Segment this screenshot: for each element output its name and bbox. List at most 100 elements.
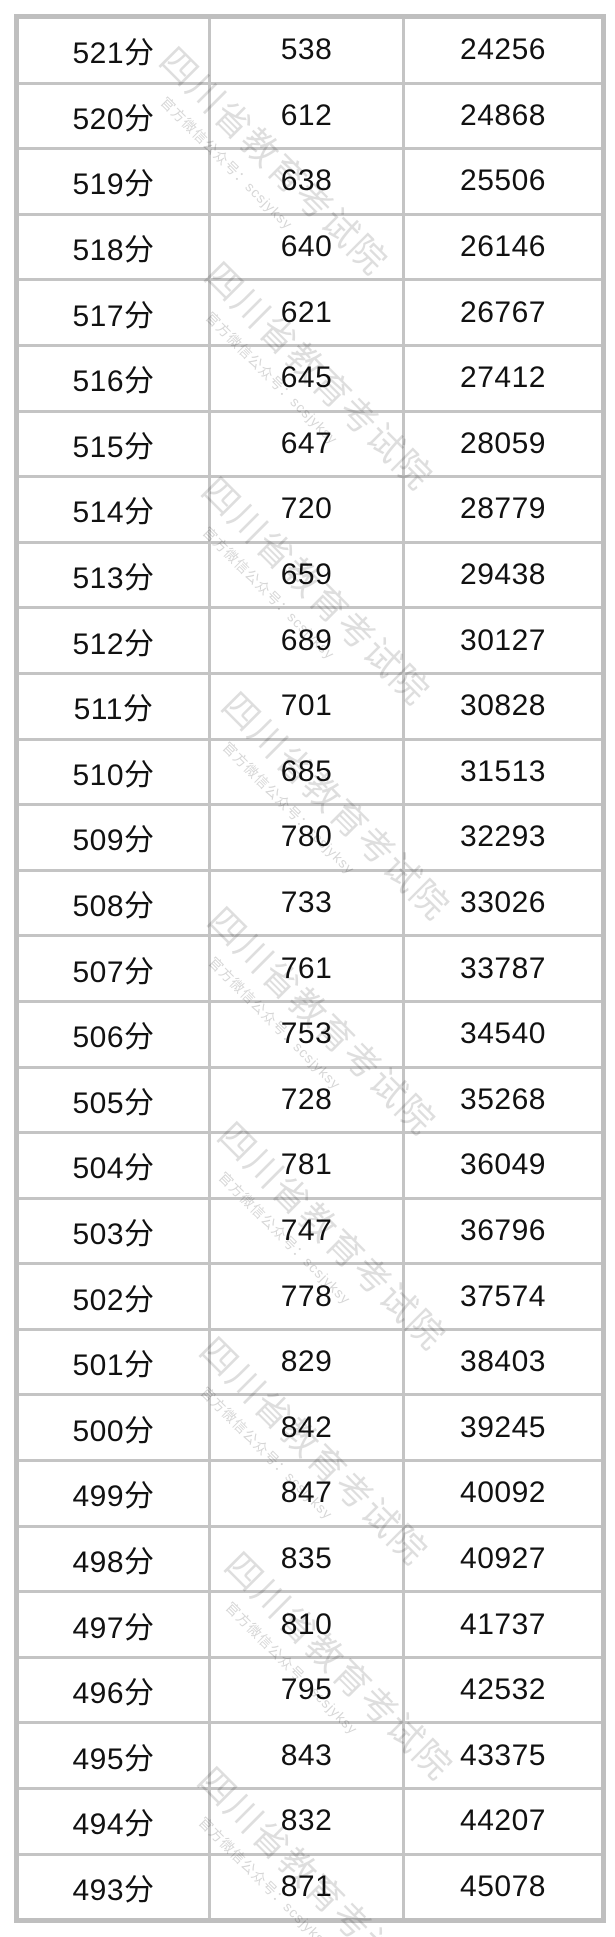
score-table-body: 521分 538 24256 520分 612 24868 519分 638 25506 518分… <box>15 15 605 1923</box>
table-row: 495分 843 43375 <box>15 1721 605 1791</box>
count-cell: 871 <box>208 1852 405 1923</box>
count-cell: 747 <box>208 1196 405 1266</box>
cumulative-count-cell: 41737 <box>402 1590 605 1659</box>
score-cell: 518分 <box>15 212 211 282</box>
table-row: 518分 640 26146 <box>15 212 605 282</box>
table-row: 503分 747 36796 <box>15 1196 605 1266</box>
table-row: 506分 753 34540 <box>15 999 605 1069</box>
count-cell: 645 <box>208 343 405 413</box>
table-row: 508分 733 33026 <box>15 868 605 938</box>
score-table: 521分 538 24256 520分 612 24868 519分 638 25506 518分… <box>14 14 606 1924</box>
cumulative-count-cell: 31513 <box>402 737 605 807</box>
table-row: 510分 685 31513 <box>15 737 605 807</box>
count-cell: 832 <box>208 1787 405 1856</box>
count-cell: 829 <box>208 1327 405 1397</box>
count-cell: 701 <box>208 671 405 741</box>
score-cell: 496分 <box>15 1655 211 1725</box>
score-cell: 509分 <box>15 803 211 872</box>
table-row: 520分 612 24868 <box>15 81 605 151</box>
score-cell: 498分 <box>15 1524 211 1594</box>
score-cell: 520分 <box>15 81 211 151</box>
score-cell: 519分 <box>15 147 211 216</box>
table-row: 494分 832 44207 <box>15 1787 605 1856</box>
table-row: 505分 728 35268 <box>15 1065 605 1135</box>
count-cell: 780 <box>208 803 405 872</box>
table-row: 507分 761 33787 <box>15 934 605 1003</box>
count-cell: 847 <box>208 1459 405 1528</box>
count-cell: 685 <box>208 737 405 807</box>
score-cell: 493分 <box>15 1852 211 1923</box>
score-cell: 513分 <box>15 540 211 610</box>
table-row: 496分 795 42532 <box>15 1655 605 1725</box>
cumulative-count-cell: 30127 <box>402 606 605 675</box>
table-row: 519分 638 25506 <box>15 147 605 216</box>
score-cell: 495分 <box>15 1721 211 1791</box>
count-cell: 778 <box>208 1262 405 1331</box>
table-row: 511分 701 30828 <box>15 671 605 741</box>
count-cell: 781 <box>208 1131 405 1200</box>
cumulative-count-cell: 36049 <box>402 1131 605 1200</box>
score-cell: 521分 <box>15 15 211 85</box>
score-cell: 512分 <box>15 606 211 675</box>
score-cell: 510分 <box>15 737 211 807</box>
table-row: 515分 647 28059 <box>15 409 605 479</box>
score-cell: 505分 <box>15 1065 211 1135</box>
cumulative-count-cell: 43375 <box>402 1721 605 1791</box>
cumulative-count-cell: 45078 <box>402 1852 605 1923</box>
score-cell: 515分 <box>15 409 211 479</box>
cumulative-count-cell: 29438 <box>402 540 605 610</box>
score-cell: 517分 <box>15 278 211 347</box>
cumulative-count-cell: 24256 <box>402 15 605 85</box>
score-cell: 516分 <box>15 343 211 413</box>
cumulative-count-cell: 36796 <box>402 1196 605 1266</box>
cumulative-count-cell: 35268 <box>402 1065 605 1135</box>
cumulative-count-cell: 33026 <box>402 868 605 938</box>
cumulative-count-cell: 26146 <box>402 212 605 282</box>
cumulative-count-cell: 40092 <box>402 1459 605 1528</box>
cumulative-count-cell: 32293 <box>402 803 605 872</box>
count-cell: 795 <box>208 1655 405 1725</box>
cumulative-count-cell: 34540 <box>402 999 605 1069</box>
count-cell: 689 <box>208 606 405 675</box>
cumulative-count-cell: 30828 <box>402 671 605 741</box>
table-row: 512分 689 30127 <box>15 606 605 675</box>
score-cell: 508分 <box>15 868 211 938</box>
cumulative-count-cell: 24868 <box>402 81 605 151</box>
table-row: 516分 645 27412 <box>15 343 605 413</box>
count-cell: 810 <box>208 1590 405 1659</box>
table-row: 498分 835 40927 <box>15 1524 605 1594</box>
table-row: 517分 621 26767 <box>15 278 605 347</box>
score-cell: 497分 <box>15 1590 211 1659</box>
cumulative-count-cell: 44207 <box>402 1787 605 1856</box>
count-cell: 647 <box>208 409 405 479</box>
score-cell: 502分 <box>15 1262 211 1331</box>
cumulative-count-cell: 39245 <box>402 1393 605 1463</box>
table-row: 501分 829 38403 <box>15 1327 605 1397</box>
cumulative-count-cell: 40927 <box>402 1524 605 1594</box>
table-row: 509分 780 32293 <box>15 803 605 872</box>
table-row: 497分 810 41737 <box>15 1590 605 1659</box>
count-cell: 733 <box>208 868 405 938</box>
table-row: 500分 842 39245 <box>15 1393 605 1463</box>
cumulative-count-cell: 37574 <box>402 1262 605 1331</box>
score-cell: 511分 <box>15 671 211 741</box>
table-row: 504分 781 36049 <box>15 1131 605 1200</box>
cumulative-count-cell: 33787 <box>402 934 605 1003</box>
cumulative-count-cell: 28059 <box>402 409 605 479</box>
table-row: 493分 871 45078 <box>15 1852 605 1923</box>
count-cell: 638 <box>208 147 405 216</box>
cumulative-count-cell: 25506 <box>402 147 605 216</box>
count-cell: 538 <box>208 15 405 85</box>
count-cell: 612 <box>208 81 405 151</box>
score-cell: 499分 <box>15 1459 211 1528</box>
count-cell: 720 <box>208 475 405 544</box>
table-row: 499分 847 40092 <box>15 1459 605 1528</box>
count-cell: 640 <box>208 212 405 282</box>
table-row: 513分 659 29438 <box>15 540 605 610</box>
table-row: 514分 720 28779 <box>15 475 605 544</box>
table-row: 521分 538 24256 <box>15 15 605 85</box>
score-cell: 501分 <box>15 1327 211 1397</box>
score-cell: 504分 <box>15 1131 211 1200</box>
score-cell: 514分 <box>15 475 211 544</box>
